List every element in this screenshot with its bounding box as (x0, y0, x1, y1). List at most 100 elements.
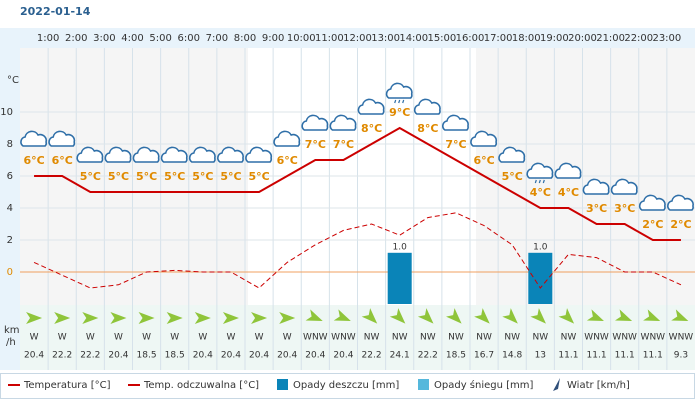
temperature-label: 5°C (164, 170, 185, 183)
wind-arrow (305, 309, 323, 322)
cloud (245, 146, 273, 163)
arrow (361, 308, 378, 324)
wind-arrow (279, 312, 296, 324)
wind-direction: W (58, 333, 67, 343)
weather-icon (273, 130, 301, 147)
wind-speed: 11.1 (558, 351, 578, 361)
wind-arrow (26, 312, 43, 324)
rain-drop (402, 99, 405, 104)
hour-label: 19:00 (540, 33, 569, 44)
wind-speed: 24.1 (390, 351, 410, 361)
wind-speed: 11.1 (587, 351, 607, 361)
legend-label: Temperatura [°C] (23, 380, 111, 391)
cloud (385, 82, 413, 99)
wind-arrow (586, 309, 604, 322)
weather-icon (413, 98, 441, 115)
wind-arrow (110, 312, 127, 324)
wind-speed: 20.4 (193, 351, 213, 361)
hour-label: 15:00 (427, 33, 456, 44)
legend-label: Temp. odczuwalna [°C] (143, 380, 259, 391)
wind-direction: W (142, 333, 151, 343)
wind-direction: W (198, 333, 207, 343)
wind-direction: NW (420, 333, 436, 343)
hour-label: 23:00 (652, 33, 681, 44)
hour-label: 14:00 (399, 33, 428, 44)
wind-speed: 20.4 (249, 351, 269, 361)
rain-drop (394, 99, 397, 104)
weather-icon (554, 162, 582, 179)
temperature-label: 7°C (333, 138, 354, 151)
temperature-label: 5°C (502, 170, 523, 183)
hour-label: 11:00 (315, 33, 344, 44)
cloud (610, 178, 638, 195)
hour-label: 18:00 (512, 33, 541, 44)
wind-direction: NW (476, 333, 492, 343)
y-tick-label: 2 (7, 235, 13, 246)
wind-arrow (389, 308, 406, 324)
temperature-label: 3°C (614, 202, 635, 215)
weather-icon (301, 114, 329, 131)
legend-box (0, 373, 695, 399)
wind-arrow (222, 312, 239, 324)
wind-arrow (251, 312, 268, 324)
wind-speed: 20.4 (305, 351, 325, 361)
wind-speed: 16.7 (474, 351, 494, 361)
wind-direction: WNW (669, 333, 694, 343)
wind-direction: W (283, 333, 292, 343)
hour-label: 9:00 (262, 33, 284, 44)
temperature-label: 5°C (108, 170, 129, 183)
weather-icon (76, 146, 104, 163)
temperature-label: 5°C (80, 170, 101, 183)
weather-icon (48, 130, 76, 147)
wind-unit: /h (6, 337, 16, 348)
temperature-label: 2°C (642, 218, 663, 231)
hour-label: 17:00 (484, 33, 513, 44)
weather-icon (217, 146, 244, 163)
weather-icon (104, 146, 132, 163)
cloud (526, 162, 554, 179)
y-tick-label: 4 (7, 203, 13, 214)
cloud (667, 194, 694, 211)
wind-direction: NW (392, 333, 408, 343)
cloud (638, 194, 666, 211)
wind-direction: WNW (303, 333, 328, 343)
wind-arrow (82, 312, 99, 324)
weather-icon (610, 178, 638, 195)
cloud (413, 98, 441, 115)
wind-speed: 20.4 (277, 351, 297, 361)
temperature-label: 7°C (305, 138, 326, 151)
arrow (446, 308, 462, 324)
wind-speed: 22.2 (52, 351, 72, 361)
temperature-label: 6°C (52, 154, 73, 167)
weather-icon (526, 162, 554, 184)
wind-direction: NW (532, 333, 548, 343)
wind-speed: 9.3 (674, 351, 688, 361)
wind-direction: W (30, 333, 39, 343)
weather-icon (132, 146, 160, 163)
precip-bar (387, 252, 412, 304)
cloud (301, 114, 329, 131)
arrow (110, 312, 127, 324)
wind-direction: WNW (641, 333, 666, 343)
wind-direction: NW (504, 333, 520, 343)
wind-speed: 14.8 (502, 351, 522, 361)
temperature-label: 4°C (530, 186, 551, 199)
temperature-label: 7°C (445, 138, 466, 151)
wind-speed: 18.5 (165, 351, 185, 361)
hour-label: 7:00 (206, 33, 228, 44)
feels-like-line (33, 212, 682, 289)
wind-arrow (615, 309, 633, 322)
legend-swatch (553, 378, 560, 391)
wind-direction: NW (448, 333, 464, 343)
wind-direction: W (255, 333, 264, 343)
y-tick-label: 10 (0, 107, 13, 118)
hour-label: 12:00 (343, 33, 372, 44)
rain-drop (398, 99, 401, 104)
arrow (643, 309, 661, 322)
weather-icon (442, 114, 469, 131)
weather-icon (385, 82, 413, 104)
y-axis-label: °C (7, 75, 19, 86)
hour-label: 20:00 (568, 33, 597, 44)
legend-label: Wiatr [km/h] (567, 380, 630, 391)
wind-speed: 22.2 (418, 351, 438, 361)
